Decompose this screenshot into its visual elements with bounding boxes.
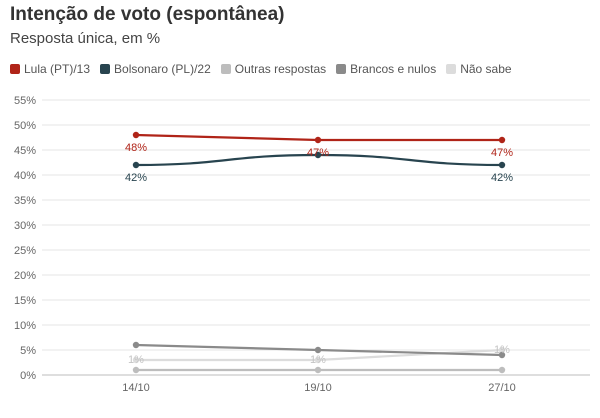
x-tick-label: 14/10: [122, 382, 150, 394]
y-tick-label: 55%: [14, 95, 36, 107]
y-tick-label: 30%: [14, 220, 36, 232]
y-tick-label: 20%: [14, 270, 36, 282]
legend-label-nao-sabe: Não sabe: [460, 62, 512, 76]
chart-subtitle: Resposta única, em %: [10, 30, 161, 47]
data-point: [132, 366, 140, 374]
legend: Lula (PT)/13 Bolsonaro (PL)/22 Outras re…: [10, 62, 512, 76]
legend-item-outras[interactable]: Outras respostas: [220, 62, 327, 76]
legend-swatch-outras: [220, 64, 231, 74]
legend-label-outras: Outras respostas: [234, 62, 327, 76]
legend-swatch-brancos: [336, 64, 347, 74]
data-point: [498, 136, 506, 144]
x-tick-label: 19/10: [304, 382, 332, 394]
data-label: 47%: [491, 147, 513, 159]
legend-item-brancos[interactable]: Brancos e nulos: [336, 62, 436, 76]
data-point: [132, 356, 140, 364]
data-point: [314, 356, 322, 364]
data-label: 1%: [310, 354, 326, 366]
legend-swatch-nao-sabe: [446, 64, 457, 74]
y-tick-label: 0%: [20, 370, 36, 382]
y-tick-label: 45%: [14, 145, 36, 157]
data-label: 42%: [125, 172, 147, 184]
data-point: [498, 346, 506, 354]
y-tick-label: 10%: [14, 320, 36, 332]
data-point: [498, 366, 506, 374]
data-point: [498, 161, 506, 169]
y-tick-label: 50%: [14, 120, 36, 132]
y-tick-label: 5%: [20, 345, 36, 357]
legend-swatch-bolsonaro: [100, 64, 111, 74]
data-label: 47%: [307, 147, 329, 159]
x-tick-label: 27/10: [488, 382, 516, 394]
chart-title: Intenção de voto (espontânea): [10, 4, 285, 25]
data-point: [314, 151, 322, 159]
legend-item-lula[interactable]: Lula (PT)/13: [10, 62, 90, 76]
data-point: [132, 341, 140, 349]
data-label: 1%: [128, 354, 144, 366]
legend-label-lula: Lula (PT)/13: [24, 62, 91, 76]
data-point: [314, 366, 322, 374]
data-label: 1%: [494, 344, 510, 356]
legend-label-brancos: Brancos e nulos: [350, 62, 437, 76]
legend-item-bolsonaro[interactable]: Bolsonaro (PL)/22: [100, 62, 211, 76]
legend-label-bolsonaro: Bolsonaro (PL)/22: [114, 62, 211, 76]
y-tick-label: 25%: [14, 245, 36, 257]
legend-swatch-lula: [10, 64, 20, 74]
y-tick-label: 40%: [14, 170, 36, 182]
data-point: [132, 131, 140, 139]
data-label: 48%: [125, 142, 147, 154]
data-point: [132, 161, 140, 169]
data-point: [314, 136, 322, 144]
data-point: [314, 346, 322, 354]
y-tick-label: 35%: [14, 195, 36, 207]
data-label: 42%: [491, 172, 513, 184]
data-point: [498, 351, 506, 359]
y-tick-label: 15%: [14, 295, 36, 307]
legend-item-nao-sabe[interactable]: Não sabe: [446, 62, 512, 76]
